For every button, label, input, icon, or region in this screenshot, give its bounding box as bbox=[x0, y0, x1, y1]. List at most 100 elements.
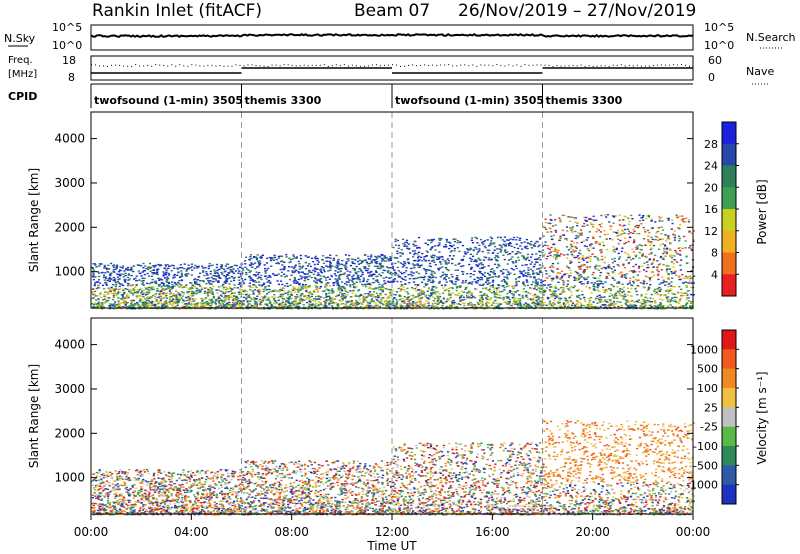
scatter-cell bbox=[238, 266, 241, 268]
scatter-cell bbox=[97, 299, 100, 301]
scatter-cell bbox=[474, 259, 477, 261]
scatter-cell bbox=[519, 272, 522, 274]
scatter-cell bbox=[332, 302, 335, 304]
scatter-cell bbox=[216, 305, 219, 308]
scatter-cell bbox=[162, 302, 165, 304]
scatter-cell bbox=[257, 276, 261, 278]
scatter-cell bbox=[464, 279, 468, 282]
scatter-cell bbox=[113, 293, 116, 295]
scatter-cell bbox=[131, 305, 134, 307]
scatter-cell bbox=[380, 265, 383, 267]
scatter-cell bbox=[247, 308, 250, 310]
scatter-cell bbox=[219, 285, 223, 287]
scatter-cell bbox=[386, 266, 389, 268]
scatter-cell bbox=[151, 278, 154, 281]
scatter-cell bbox=[186, 292, 189, 294]
scatter-cell bbox=[397, 270, 400, 272]
scatter-cell bbox=[395, 291, 399, 293]
scatter-cell bbox=[355, 281, 358, 283]
scatter-cell bbox=[473, 260, 476, 262]
scatter-cell bbox=[277, 283, 281, 286]
scatter-cell bbox=[119, 291, 122, 293]
scatter-cell bbox=[311, 303, 314, 305]
scatter-cell bbox=[319, 296, 322, 298]
scatter-cell bbox=[424, 260, 427, 262]
scatter-cell bbox=[395, 298, 398, 301]
scatter-cell bbox=[165, 288, 168, 290]
scatter-cell bbox=[486, 283, 489, 285]
scatter-cell bbox=[493, 270, 496, 272]
scatter-cell bbox=[279, 293, 282, 296]
scatter-cell bbox=[94, 264, 97, 266]
scatter-cell bbox=[268, 274, 271, 277]
scatter-cell bbox=[226, 263, 229, 265]
scatter-cell bbox=[173, 273, 176, 276]
scatter-cell bbox=[310, 307, 314, 310]
scatter-cell bbox=[354, 272, 357, 274]
scatter-cell bbox=[488, 249, 491, 252]
scatter-cell bbox=[450, 273, 453, 276]
scatter-cell bbox=[413, 252, 417, 254]
scatter-cell bbox=[166, 284, 169, 286]
scatter-cell bbox=[417, 251, 421, 253]
scatter-cell bbox=[529, 263, 532, 265]
scatter-cell bbox=[445, 281, 448, 283]
scatter-cell bbox=[358, 298, 361, 301]
nave-dot bbox=[327, 65, 329, 67]
scatter-cell bbox=[337, 294, 341, 296]
scatter-cell bbox=[308, 298, 311, 300]
scatter-cell bbox=[294, 288, 297, 291]
scatter-cell bbox=[440, 238, 443, 240]
scatter-cell bbox=[542, 290, 545, 292]
scatter-cell bbox=[209, 287, 212, 289]
scatter-cell bbox=[537, 305, 540, 307]
nave-label: Nave bbox=[746, 65, 774, 78]
scatter-cell bbox=[185, 273, 188, 275]
scatter-cell bbox=[490, 259, 493, 261]
scatter-cell bbox=[294, 301, 297, 303]
scatter-cell bbox=[291, 294, 294, 296]
scatter-cell bbox=[255, 301, 258, 303]
scatter-cell bbox=[391, 298, 394, 301]
scatter-cell bbox=[590, 282, 593, 284]
nave-dot bbox=[339, 65, 341, 67]
scatter-cell bbox=[274, 274, 277, 276]
scatter-cell bbox=[502, 272, 505, 274]
scatter-cell bbox=[389, 256, 392, 258]
scatter-cell bbox=[421, 296, 424, 299]
scatter-cell bbox=[223, 304, 226, 306]
scatter-cell bbox=[273, 256, 276, 259]
scatter-cell bbox=[206, 296, 210, 298]
scatter-cell bbox=[169, 288, 172, 291]
scatter-cell bbox=[525, 279, 528, 281]
scatter-cell bbox=[126, 266, 130, 269]
scatter-cell bbox=[478, 244, 481, 246]
scatter-cell bbox=[506, 263, 509, 265]
scatter-cell bbox=[503, 280, 506, 282]
scatter-cell bbox=[373, 265, 376, 268]
scatter-cell bbox=[293, 266, 296, 268]
scatter-cell bbox=[477, 265, 480, 267]
scatter-cell bbox=[633, 241, 636, 243]
scatter-cell bbox=[488, 306, 491, 309]
scatter-cell bbox=[493, 273, 496, 276]
scatter-cell bbox=[247, 294, 250, 297]
scatter-cell bbox=[432, 292, 435, 294]
scatter-cell bbox=[436, 297, 440, 299]
scatter-cell bbox=[349, 271, 352, 273]
scatter-cell bbox=[534, 285, 537, 287]
scatter-cell bbox=[521, 294, 524, 297]
scatter-cell bbox=[284, 276, 287, 278]
scatter-cell bbox=[405, 270, 408, 272]
scatter-cell bbox=[446, 300, 449, 302]
scatter-cell bbox=[336, 303, 340, 305]
scatter-cell bbox=[467, 282, 470, 285]
scatter-cell bbox=[257, 266, 260, 268]
scatter-cell bbox=[662, 263, 665, 266]
scatter-cell bbox=[369, 291, 372, 294]
scatter-cell bbox=[496, 296, 499, 299]
scatter-cell bbox=[255, 271, 258, 273]
scatter-cell bbox=[315, 288, 318, 290]
scatter-cell bbox=[448, 287, 452, 289]
scatter-cell bbox=[530, 240, 533, 243]
